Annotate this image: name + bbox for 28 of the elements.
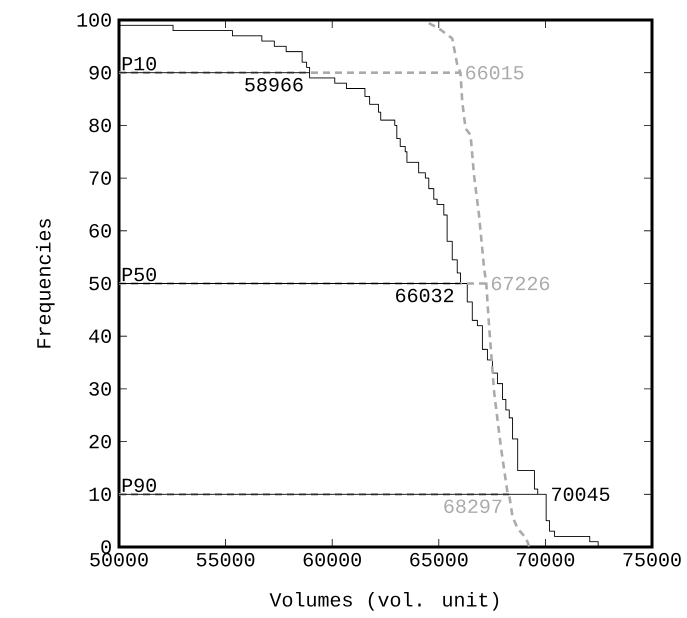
ref-line-label: P90 [122, 478, 156, 492]
x-tick-label: 65000 [410, 552, 468, 566]
y-tick-label: 60 [90, 224, 111, 238]
y-tick-label: 50 [89, 276, 111, 290]
annotation: 66015 [466, 66, 524, 80]
y-tick-label: 90 [90, 66, 111, 80]
y-tick-label: 100 [78, 13, 111, 27]
x-tick-label: 75000 [624, 552, 681, 566]
x-tick-label: 60000 [304, 552, 361, 566]
x-tick-label: 70000 [516, 552, 574, 566]
y-tick-label: 20 [90, 434, 111, 448]
y-tick-label: 30 [89, 382, 111, 396]
annotation: 67226 [492, 276, 550, 290]
annotation: 68297 [444, 500, 502, 514]
y-axis-title: Frequencies [36, 219, 55, 348]
x-axis-title: Volumes (vol. unit) [270, 592, 498, 611]
ref-line-label: P50 [122, 268, 156, 282]
annotation: 58966 [245, 78, 303, 92]
y-tick-label: 0 [101, 540, 111, 554]
annotation: 66032 [396, 288, 454, 302]
x-tick-label: 55000 [196, 552, 254, 566]
y-tick-label: 80 [89, 118, 111, 132]
ref-line-label: P10 [122, 56, 156, 71]
x-tick-label: 50000 [90, 552, 148, 566]
y-tick-label: 10 [90, 488, 111, 502]
y-tick-label: 70 [90, 171, 111, 185]
y-tick-label: 40 [89, 329, 111, 343]
annotation: 70045 [552, 488, 610, 502]
